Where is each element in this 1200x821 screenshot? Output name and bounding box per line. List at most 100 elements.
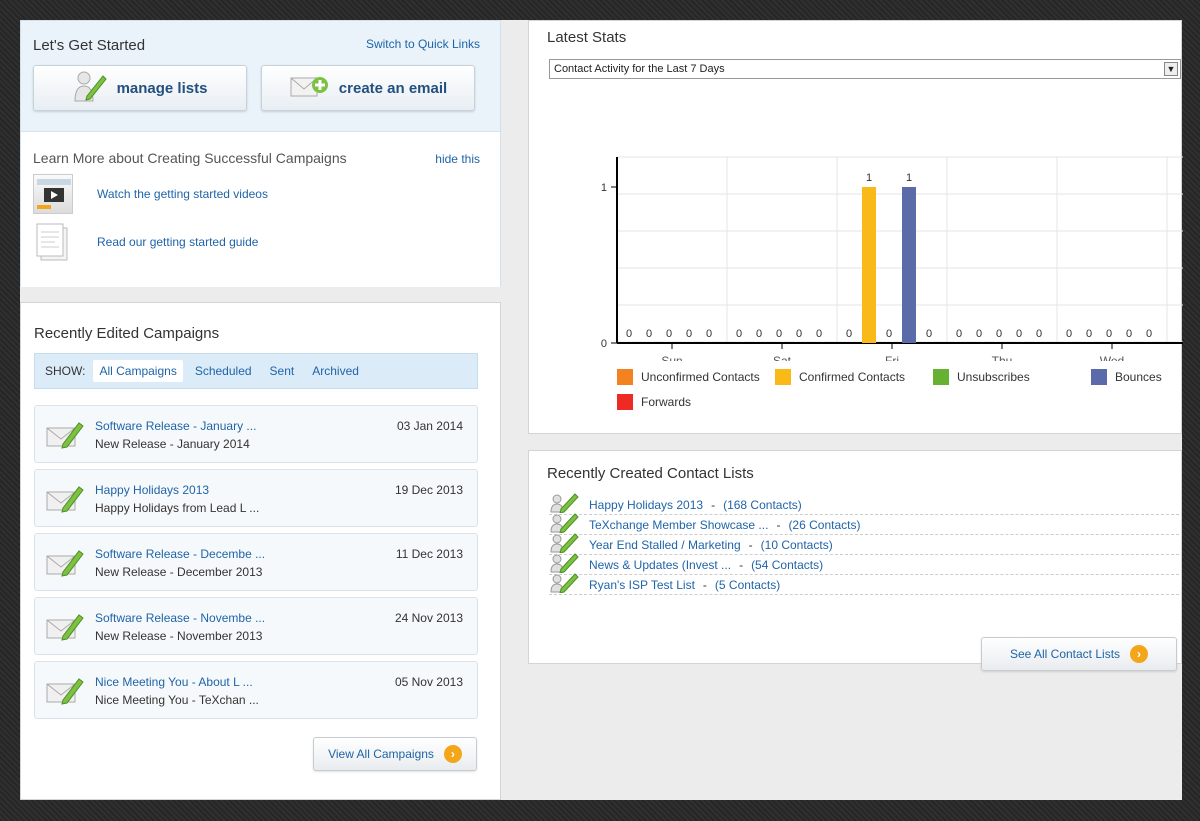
list-item[interactable]: News & Updates (Invest ... - (54 Contact… [549,553,1179,576]
show-label: SHOW: [45,364,86,378]
data-label: 0 [1126,328,1132,340]
campaign-row[interactable]: Nice Meeting You - About L ... Nice Meet… [34,661,478,719]
legend-swatch [617,394,633,410]
watch-videos-link[interactable]: Watch the getting started videos [97,187,268,201]
separator: - [776,517,781,532]
legend-swatch [617,369,633,385]
tab-sent[interactable]: Sent [269,364,295,378]
tab-all-campaigns[interactable]: All Campaigns [93,360,183,382]
list-item[interactable]: Ryan's ISP Test List - (5 Contacts) [549,573,1179,595]
y-tick-label: 1 [601,182,607,194]
bar [902,187,916,343]
contact-count: (5 Contacts) [714,577,781,592]
guide-document-icon [33,222,73,262]
bar [862,187,876,343]
campaign-date: 03 Jan 2014 [396,419,463,433]
campaign-row[interactable]: Happy Holidays 2013 Happy Holidays from … [34,469,478,527]
legend-label: Bounces [1115,370,1162,384]
data-label: 0 [926,328,932,340]
data-label: 1 [906,172,912,184]
campaign-row[interactable]: Software Release - January ... New Relea… [34,405,478,463]
y-tick-label: 0 [601,338,607,350]
tab-scheduled[interactable]: Scheduled [194,364,252,378]
contact-list-name[interactable]: News & Updates (Invest ... [589,557,732,572]
contact-count: (54 Contacts) [751,557,824,572]
data-label: 0 [1016,328,1022,340]
email-edit-icon [45,484,85,519]
chevron-down-icon[interactable]: ▼ [1164,62,1178,76]
campaign-filter-bar: SHOW: All Campaigns Scheduled Sent Archi… [34,353,478,389]
list-item[interactable]: Year End Stalled / Marketing - (10 Conta… [549,533,1179,555]
manage-lists-label: manage lists [116,79,208,97]
campaign-row[interactable]: Software Release - Decembe ... New Relea… [34,533,478,591]
legend-label: Unconfirmed Contacts [641,370,760,384]
campaign-subject: New Release - December 2013 [95,565,263,579]
separator: - [702,577,707,592]
list-item[interactable]: TeXchange Member Showcase ... - (26 Cont… [549,513,1179,536]
create-email-label: create an email [338,79,448,97]
latest-stats-title: Latest Stats [547,29,627,46]
campaign-name[interactable]: Software Release - Novembe ... [95,611,266,625]
separator: - [739,557,744,572]
data-label: 0 [976,328,982,340]
data-label: 0 [706,328,712,340]
legend-item: Unconfirmed Contacts [617,369,760,385]
guide-resource[interactable]: Read our getting started guide [33,222,258,262]
legend-item: Confirmed Contacts [775,369,905,385]
data-label: 0 [796,328,802,340]
email-edit-icon [45,676,85,711]
contact-list-name[interactable]: Ryan's ISP Test List [589,577,695,592]
campaign-row[interactable]: Software Release - Novembe ... New Relea… [34,597,478,655]
campaign-name[interactable]: Nice Meeting You - About L ... [95,675,253,689]
legend-swatch [1091,369,1107,385]
videos-resource[interactable]: Watch the getting started videos [33,174,268,214]
data-label: 0 [646,328,652,340]
campaign-name[interactable]: Software Release - January ... [95,419,257,433]
campaign-name[interactable]: Software Release - Decembe ... [95,547,266,561]
separator: - [711,497,716,512]
create-email-button[interactable]: create an email [261,65,475,111]
separator: - [748,537,753,552]
read-guide-link[interactable]: Read our getting started guide [97,235,259,249]
data-label: 0 [846,328,852,340]
data-label: 1 [866,172,872,184]
view-all-campaigns-label: View All Campaigns [328,747,434,761]
view-all-campaigns-button[interactable]: View All Campaigns › [313,737,477,771]
contact-lists-panel: Recently Created Contact Lists Happy Hol… [528,450,1182,671]
contact-count: (10 Contacts) [760,537,833,552]
create-email-icon [289,72,329,104]
see-all-contact-lists-label: See All Contact Lists [1009,647,1121,661]
campaign-subject: Nice Meeting You - TeXchan ... [95,693,259,707]
contact-count: (26 Contacts) [788,517,861,532]
contact-list-edit-icon [549,553,581,576]
stats-range-select[interactable]: Contact Activity for the Last 7 Days ▼ [549,59,1181,79]
hide-this-link[interactable]: hide this [435,152,480,166]
data-label: 0 [886,328,892,340]
campaign-date: 24 Nov 2013 [394,611,463,625]
switch-quick-links-link[interactable]: Switch to Quick Links [365,37,480,51]
x-tick-label: Wed [1100,354,1124,361]
data-label: 0 [1036,328,1042,340]
arrow-right-icon: › [1130,645,1149,663]
legend-swatch [933,369,949,385]
contact-lists-title: Recently Created Contact Lists [547,465,754,482]
legend-label: Confirmed Contacts [799,370,906,384]
see-all-contact-lists-button[interactable]: See All Contact Lists › [981,637,1177,671]
dashboard: Let's Get Started Switch to Quick Links … [20,20,1183,800]
x-tick-label: Sun [661,354,682,361]
data-label: 0 [756,328,762,340]
contact-list-name[interactable]: Happy Holidays 2013 [589,497,704,512]
tab-archived[interactable]: Archived [312,364,359,378]
list-item[interactable]: Happy Holidays 2013 - (168 Contacts) [549,493,1179,515]
manage-lists-button[interactable]: manage lists [33,65,247,111]
contact-list-name[interactable]: TeXchange Member Showcase ... [589,517,769,532]
legend-swatch [775,369,791,385]
x-tick-label: Sat [773,354,792,361]
stats-range-value: Contact Activity for the Last 7 Days [554,63,725,75]
data-label: 0 [816,328,822,340]
contact-list-edit-icon [549,513,581,536]
campaign-name[interactable]: Happy Holidays 2013 [95,483,210,497]
campaign-subject: New Release - November 2013 [95,629,263,643]
campaign-date: 11 Dec 2013 [395,547,463,561]
contact-list-name[interactable]: Year End Stalled / Marketing [589,537,741,552]
